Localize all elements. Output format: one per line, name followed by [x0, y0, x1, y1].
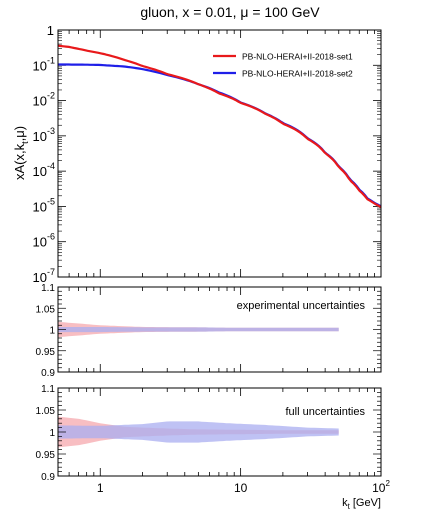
uncertainty-band [58, 421, 339, 443]
x-axis-label-sub: t [348, 502, 351, 511]
x-axis-label-main: k [342, 497, 348, 509]
y-tick-label: 0.9 [41, 368, 55, 379]
series-line [58, 44, 381, 209]
y-tick-label: 10-7 [33, 267, 55, 285]
panel-label: experimental uncertainties [237, 300, 366, 312]
y-tick-label: 1.1 [41, 384, 55, 395]
y-tick-label: 10-1 [33, 55, 55, 73]
y-tick-label: 1.05 [36, 304, 56, 315]
y-axis-label: xA(x,kt,μ) [12, 126, 30, 180]
y-tick-label: 1.1 [41, 283, 55, 294]
y-tick-label: 1.05 [36, 406, 56, 417]
x-axis-label: kt [GeV] [342, 497, 381, 511]
chart-title: gluon, x = 0.01, μ = 100 GeV [140, 4, 320, 20]
plot-frame [57, 387, 382, 477]
y-tick-label: 10-2 [33, 91, 55, 109]
y-axis-label-prefix: xA(x,k [12, 143, 27, 180]
y-axis-label-suffix: ,μ) [12, 126, 27, 141]
x-axis-label-unit: [GeV] [350, 497, 381, 509]
y-tick-label: 1 [49, 428, 55, 439]
panel-label: full uncertainties [286, 406, 366, 418]
series-group [58, 44, 381, 209]
y-tick-label: 10-3 [33, 126, 55, 144]
y-tick-label: 10-4 [33, 161, 55, 179]
x-tick-label: 102 [372, 479, 390, 495]
y-tick-label: 1 [47, 23, 54, 38]
series-line [58, 63, 381, 208]
legend-label: PB-NLO-HERAI+II-2018-set1 [242, 52, 353, 62]
svg-text:xA(x,kt,μ): xA(x,kt,μ) [12, 126, 30, 180]
legend-label: PB-NLO-HERAI+II-2018-set2 [242, 69, 353, 79]
plot-frame [57, 29, 382, 278]
y-axis-label-sub: t [20, 141, 30, 144]
x-tick-label: 1 [97, 481, 104, 495]
y-tick-label: 1 [49, 326, 55, 337]
y-tick-label: 10-6 [33, 232, 55, 250]
plot-frame [57, 286, 382, 373]
legend: PB-NLO-HERAI+II-2018-set1 PB-NLO-HERAI+II… [213, 52, 353, 79]
y-tick-label: 0.9 [41, 472, 55, 483]
y-tick-label: 0.95 [36, 347, 56, 358]
y-tick-label: 0.95 [36, 450, 56, 461]
panel-ratio-experimental: 0.9 0.95 1 1.05 1.1 experimental uncertaintie… [36, 283, 382, 379]
panel-ratio-full: 0.9 0.95 1 1.05 1.1 1 10 102 full uncertainties [36, 384, 391, 495]
uncertainty-band [58, 327, 339, 333]
x-tick-label: 10 [234, 481, 248, 495]
panel-main: 1 10-1 10-2 10-3 10-4 10-5 10-6 10-7 PB-NLO-HERA… [33, 23, 382, 285]
y-tick-label: 10-5 [33, 196, 55, 214]
